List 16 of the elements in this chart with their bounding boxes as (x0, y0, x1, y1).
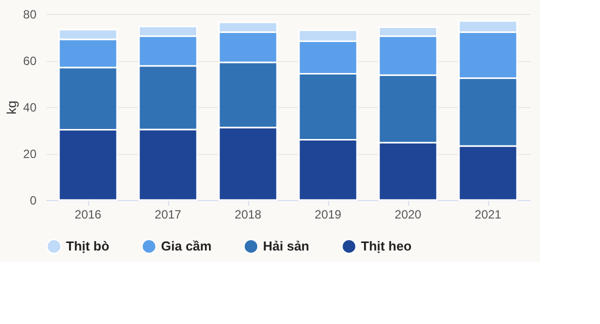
x-tick-label: 2021 (474, 208, 502, 222)
y-tick-label: 80 (23, 8, 37, 22)
legend-label: Gia cầm (161, 238, 212, 254)
x-tick-label: 2017 (154, 208, 182, 222)
x-tick-label: 2019 (314, 208, 342, 222)
y-axis-title: kg (4, 100, 20, 114)
y-tick-label: 60 (23, 54, 37, 68)
y-tick-label: 20 (23, 147, 37, 161)
x-tick-label: 2020 (394, 208, 422, 222)
y-tick-label: 40 (23, 100, 37, 114)
legend-label: Thịt heo (361, 238, 412, 254)
x-tick-label: 2016 (74, 208, 102, 222)
legend-label: Thịt bò (66, 238, 110, 254)
y-tick-label: 0 (30, 194, 37, 208)
legend-label: Hải sản (263, 238, 310, 254)
x-tick-label: 2018 (234, 208, 262, 222)
